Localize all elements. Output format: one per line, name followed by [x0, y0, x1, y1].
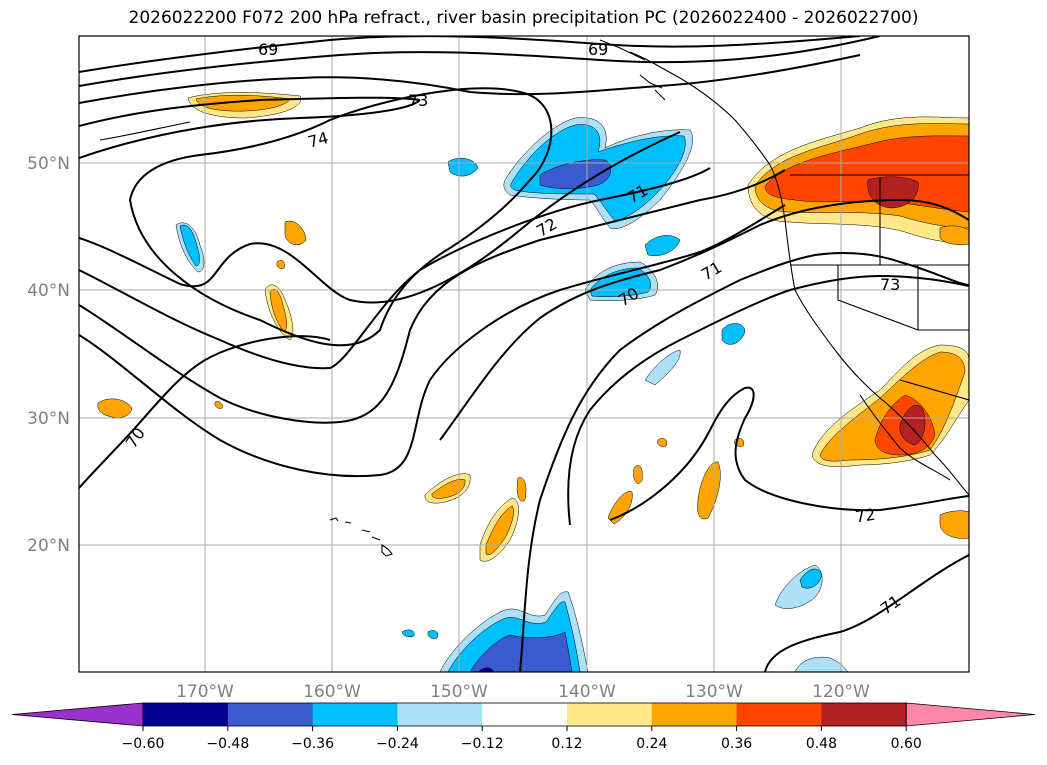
graticule	[79, 36, 969, 672]
lon-label: 130°W	[685, 682, 743, 702]
colorbar-bin	[397, 703, 483, 726]
colorbar-bin	[227, 703, 314, 726]
colorbar-extend-low	[11, 702, 144, 727]
colorbar-tick-label: 0.48	[806, 736, 837, 752]
lat-label: 20°N	[27, 536, 70, 556]
colorbar-tick-label: 0.60	[891, 736, 922, 752]
coastlines	[99, 39, 969, 557]
lon-label: 160°W	[303, 682, 361, 702]
lat-label: 50°N	[27, 154, 70, 174]
colorbar-tick-label: 0.24	[636, 736, 667, 752]
contour-label: 69	[258, 40, 278, 59]
lon-label: 140°W	[558, 682, 616, 702]
lat-label: 30°N	[27, 409, 70, 429]
plot-frame	[78, 35, 970, 673]
colorbar-bin	[312, 703, 398, 726]
colorbar-tick-label: 0.36	[721, 736, 752, 752]
colorbar-tick-label: −0.60	[122, 736, 165, 752]
contour-label: 74	[306, 128, 331, 152]
colorbar-bin	[651, 703, 738, 726]
longitude-labels: 170°W 160°W 150°W 140°W 130°W 120°W	[176, 682, 870, 702]
colorbar-bin	[821, 703, 907, 726]
contour-label: 73	[880, 275, 900, 294]
colorbar-bin	[482, 703, 568, 726]
lon-label: 120°W	[812, 682, 870, 702]
colorbar-tick-label: −0.36	[291, 736, 334, 752]
colorbar-tick-label: −0.48	[206, 736, 249, 752]
colorbar: −0.60 −0.48 −0.36 −0.24 −0.12 0.12 0.24 0.36 0.4…	[11, 702, 1036, 752]
colorbar-tick-label: 0.12	[551, 736, 582, 752]
colorbar-extend-high	[905, 702, 1036, 727]
lat-label: 40°N	[27, 281, 70, 301]
plot-area	[79, 36, 969, 672]
contour-label: 69	[588, 40, 608, 59]
lon-label: 170°W	[176, 682, 234, 702]
latitude-labels: 50°N 40°N 30°N 20°N	[27, 154, 70, 556]
colorbar-frame	[142, 702, 907, 727]
lon-label: 150°W	[430, 682, 488, 702]
colorbar-tick-label: −0.24	[376, 736, 419, 752]
colorbar-bin	[143, 703, 229, 726]
contour-label: 72	[854, 505, 877, 527]
colorbar-bin	[736, 703, 822, 726]
colorbar-tick-label: −0.12	[461, 736, 504, 752]
refractivity-contours	[79, 36, 969, 672]
map-title: 2026022200 F072 200 hPa refract., river …	[128, 8, 919, 28]
colorbar-bin	[567, 703, 653, 726]
contour-label: 73	[408, 91, 428, 110]
